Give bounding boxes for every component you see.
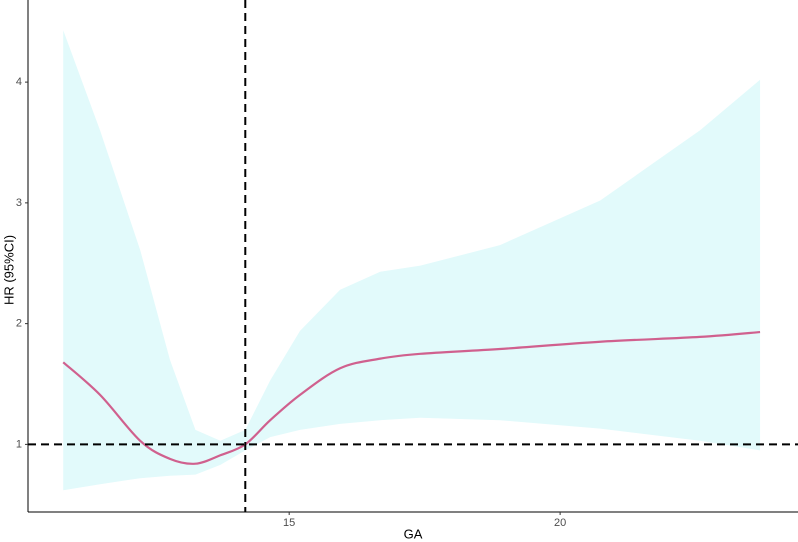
y-tick-label: 4 [16,76,22,88]
hr-line [62,330,761,465]
x-tick-label: 20 [554,517,566,529]
y-tick-label: 1 [16,438,22,450]
x-tick-label: 15 [283,517,295,529]
y-axis-title: HR (95%CI) [1,235,16,305]
x-axis-title: GA [404,526,423,541]
confidence-band [63,30,761,491]
y-tick-label: 3 [16,197,22,209]
y-tick-label: 2 [16,318,22,330]
